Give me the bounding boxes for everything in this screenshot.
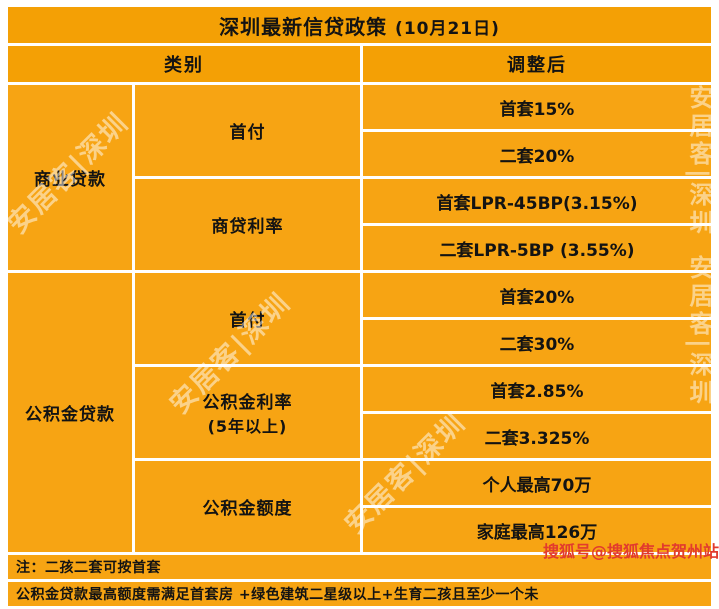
group-fund-downpayment: 首付 [132, 270, 363, 367]
page-title: 深圳最新信贷政策 (10月21日) [5, 4, 714, 46]
column-header-adjusted: 调整后 [360, 43, 714, 85]
source-badge: 搜狐号@搜狐焦点贺州站 [542, 542, 719, 561]
policy-table: 深圳最新信贷政策 (10月21日) 类别 调整后 商业贷款 首付 首套15% 二… [5, 4, 714, 609]
value-cell-fund-dp-2: 二套30% [360, 317, 714, 367]
category-fund-loan: 公积金贷款 [5, 270, 135, 555]
value-cell-commercial-dp-1: 首套15% [360, 82, 714, 132]
group-commercial-downpayment: 首付 [132, 82, 363, 179]
value-cell-commercial-rate-2: 二套LPR-5BP (3.55%) [360, 223, 714, 273]
group-fund-rate: 公积金利率 (5年以上) [132, 364, 363, 461]
group-commercial-rate: 商贷利率 [132, 176, 363, 273]
fund-rate-sublabel: (5年以上) [207, 417, 288, 436]
fund-rate-label: 公积金利率 [202, 393, 293, 413]
column-header-category: 类别 [5, 43, 363, 85]
title-date: (10月21日) [395, 18, 500, 39]
note-2: 公积金贷款最高额度需满足首套房 +绿色建筑二星级以上+生育二孩且至少一个未 [5, 579, 714, 609]
value-cell-fund-quota-2: 家庭最高126万 [360, 505, 714, 555]
title-main: 深圳最新信贷政策 [219, 14, 388, 39]
value-cell-fund-rate-2: 二套3.325% [360, 411, 714, 461]
value-cell-fund-quota-1: 个人最高70万 [360, 458, 714, 508]
value-cell-fund-dp-1: 首套20% [360, 270, 714, 320]
value-cell-commercial-rate-1: 首套LPR-45BP(3.15%) [360, 176, 714, 226]
value-cell-commercial-dp-2: 二套20% [360, 129, 714, 179]
category-commercial-loan: 商业贷款 [5, 82, 135, 273]
credit-policy-sheet: 深圳最新信贷政策 (10月21日) 类别 调整后 商业贷款 首付 首套15% 二… [5, 4, 714, 609]
group-fund-quota: 公积金额度 [132, 458, 363, 555]
value-cell-fund-rate-1: 首套2.85% [360, 364, 714, 414]
